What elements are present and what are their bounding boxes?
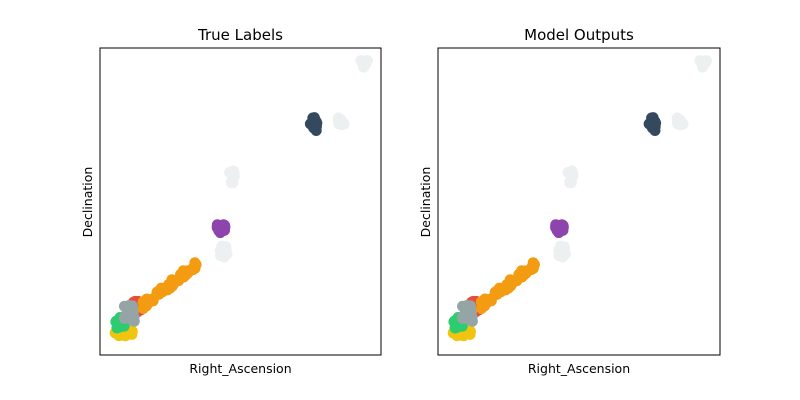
cluster xyxy=(214,240,233,263)
scatter-point xyxy=(218,224,230,236)
scatter-point xyxy=(457,310,469,322)
scatter-point xyxy=(178,271,190,283)
scatter-point xyxy=(151,286,163,298)
scatter-point xyxy=(359,58,371,70)
scatter-point xyxy=(119,310,131,322)
panel-true-labels: True Labels Right_Ascension Declination xyxy=(80,26,382,376)
y-axis-label: Declination xyxy=(80,167,95,238)
panel-title: True Labels xyxy=(197,26,283,44)
scatter-point xyxy=(335,115,347,127)
plot-frame xyxy=(99,47,382,356)
scatter-point xyxy=(674,115,686,127)
scatter-point xyxy=(187,264,199,276)
scatter-point xyxy=(501,278,513,290)
cluster xyxy=(562,165,579,189)
scatter-point xyxy=(649,118,661,130)
scatter-point xyxy=(489,286,501,298)
panel-model-outputs: Model Outputs Right_Ascension Declinatio… xyxy=(418,26,721,376)
cluster xyxy=(694,55,712,73)
scatter-point xyxy=(466,306,478,318)
cluster xyxy=(475,257,540,314)
cluster xyxy=(553,240,571,263)
cluster xyxy=(118,300,140,327)
points-layer xyxy=(109,55,374,342)
cluster xyxy=(137,257,202,314)
cluster xyxy=(643,112,662,136)
scatter-point xyxy=(525,264,537,276)
scatter-point xyxy=(457,300,469,312)
scatter-point xyxy=(310,118,322,130)
y-axis-label: Declination xyxy=(418,167,433,238)
cluster xyxy=(304,112,323,136)
cluster xyxy=(224,165,240,189)
cluster xyxy=(457,300,478,327)
scatter-point xyxy=(516,271,528,283)
cluster xyxy=(671,112,689,131)
cluster xyxy=(211,219,231,239)
panel-title: Model Outputs xyxy=(524,26,634,44)
scatter-point xyxy=(227,169,239,181)
scatter-point xyxy=(698,58,710,70)
points-layer xyxy=(447,55,712,342)
cluster xyxy=(355,55,374,73)
scatter-point xyxy=(118,300,130,312)
scatter-point xyxy=(557,224,569,236)
scatter-point xyxy=(163,278,175,290)
scatter-point xyxy=(137,303,149,314)
scatter-point xyxy=(557,244,569,256)
cluster xyxy=(332,112,350,131)
scatter-point xyxy=(219,244,231,256)
x-axis-label: Right_Ascension xyxy=(189,361,291,376)
scatter-point xyxy=(475,303,487,314)
x-axis-label: Right_Ascension xyxy=(528,361,630,376)
scatter-point xyxy=(127,306,139,318)
scatter-point xyxy=(566,169,578,181)
cluster xyxy=(550,219,569,239)
plot-frame xyxy=(437,47,721,356)
